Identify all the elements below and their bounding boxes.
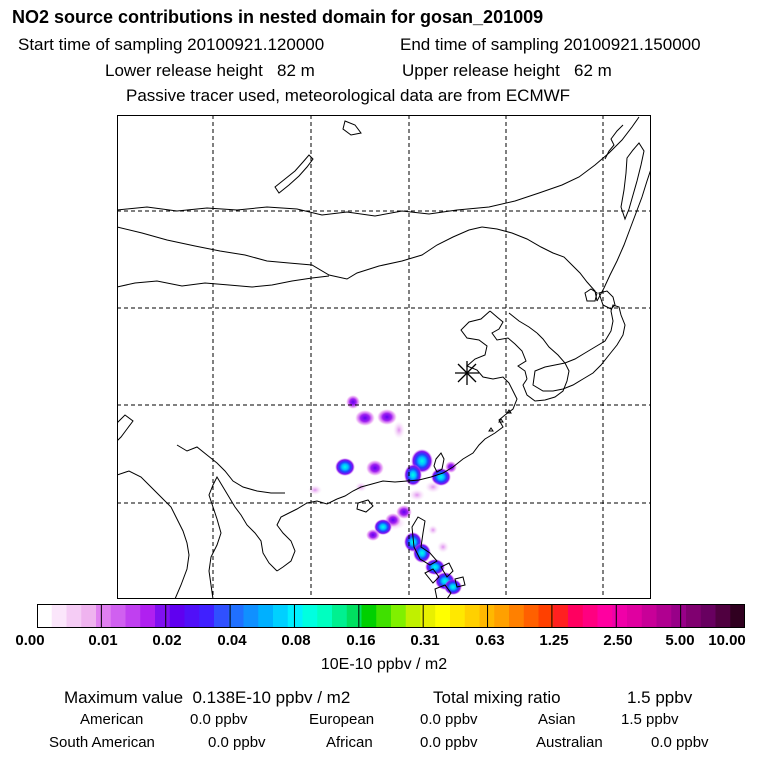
colorbar-swatch [700, 604, 716, 628]
start-time-label: Start time of sampling 20100921.120000 [18, 35, 325, 54]
concentration-plume [308, 395, 462, 595]
colorbar-swatch [332, 604, 348, 628]
colorbar-swatch [51, 604, 67, 628]
colorbar-swatch [686, 604, 702, 628]
upper-release-height-label: Upper release height 62 m [402, 61, 612, 80]
source-name: European [309, 711, 375, 728]
source-name: Australian [536, 734, 603, 751]
colorbar-tick-label: 10.00 [708, 632, 746, 649]
colorbar-swatch [612, 604, 628, 628]
colorbar-swatch [376, 604, 392, 628]
graticule [117, 115, 651, 599]
map-frame [117, 115, 651, 599]
source-name: Asian [538, 711, 576, 728]
map-panel [117, 115, 651, 599]
colorbar-tick-label: 5.00 [665, 632, 695, 649]
color-bar [37, 604, 745, 628]
colorbar-tick-label: 0.04 [217, 632, 247, 649]
source-name: African [326, 734, 373, 751]
source-name: American [80, 711, 144, 728]
colorbar-swatch [273, 604, 289, 628]
source-value: 0.0 ppbv [651, 734, 709, 751]
lower-release-height-label: Lower release height 82 m [105, 61, 315, 80]
colorbar-swatch [199, 604, 215, 628]
source-value: 0.0 ppbv [208, 734, 266, 751]
colorbar-swatch [214, 604, 230, 628]
colorbar-swatch [464, 604, 480, 628]
colorbar-swatch [715, 604, 731, 628]
colorbar-swatch [597, 604, 613, 628]
colorbar-swatch [346, 604, 362, 628]
colorbar-tick-label: 2.50 [603, 632, 633, 649]
plot-title: NO2 source contributions in nested domai… [12, 7, 544, 27]
total-mixing-ratio-value: 1.5 ppbv [627, 688, 693, 707]
colorbar-swatch [656, 604, 672, 628]
colorbar-tick-label: 0.00 [15, 632, 45, 649]
colorbar-swatch [582, 604, 598, 628]
colorbar-tick-label: 0.31 [410, 632, 440, 649]
colorbar-swatch [627, 604, 643, 628]
colorbar-swatch [258, 604, 274, 628]
colorbar-swatch [155, 604, 171, 628]
colorbar-swatch [184, 604, 200, 628]
colorbar-swatch [553, 604, 569, 628]
colorbar-swatch [287, 604, 303, 628]
end-time-label: End time of sampling 20100921.150000 [400, 35, 701, 54]
colorbar-swatch [228, 604, 244, 628]
colorbar-swatch [302, 604, 318, 628]
colorbar-swatch [671, 604, 687, 628]
colorbar-swatch [110, 604, 126, 628]
colorbar-swatch [435, 604, 451, 628]
source-name: South American [49, 734, 155, 751]
colorbar-swatch [169, 604, 185, 628]
colorbar-swatch [730, 604, 745, 628]
colorbar-swatch [509, 604, 525, 628]
colorbar-swatch [96, 604, 112, 628]
maximum-value-label: Maximum value 0.138E-10 ppbv / m2 [64, 688, 351, 707]
colorbar-swatch [405, 604, 421, 628]
colorbar-unit-label: 10E-10 ppbv / m2 [320, 656, 448, 673]
coastlines [117, 116, 651, 599]
source-value: 0.0 ppbv [420, 711, 478, 728]
map-content [117, 115, 651, 599]
colorbar-swatch [81, 604, 97, 628]
colorbar-tick-label: 0.08 [281, 632, 311, 649]
source-value: 0.0 ppbv [420, 734, 478, 751]
colorbar-swatch [125, 604, 141, 628]
total-mixing-ratio-label: Total mixing ratio [433, 688, 561, 707]
colorbar-swatch [140, 604, 156, 628]
colorbar-swatch [391, 604, 407, 628]
colorbar-swatch [568, 604, 584, 628]
colorbar-tick-label: 0.02 [152, 632, 182, 649]
colorbar-swatch [450, 604, 466, 628]
source-value: 0.0 ppbv [190, 711, 248, 728]
colorbar-tick-label: 1.25 [539, 632, 569, 649]
colorbar-swatch [523, 604, 539, 628]
colorbar-tick-label: 0.63 [475, 632, 505, 649]
colorbar-swatch [66, 604, 82, 628]
colorbar-swatch [641, 604, 657, 628]
colorbar-swatch [37, 604, 53, 628]
colorbar-swatch [538, 604, 554, 628]
receptor-asterisk-icon [455, 361, 479, 385]
tracer-note: Passive tracer used, meteorological data… [126, 86, 571, 105]
colorbar-swatch [317, 604, 333, 628]
colorbar-tick-label: 0.01 [88, 632, 118, 649]
colorbar-swatch [494, 604, 510, 628]
colorbar-tick-label: 0.16 [346, 632, 376, 649]
colorbar-swatch [243, 604, 259, 628]
source-value: 1.5 ppbv [621, 711, 679, 728]
colorbar-swatch [420, 604, 436, 628]
colorbar-swatch [361, 604, 377, 628]
